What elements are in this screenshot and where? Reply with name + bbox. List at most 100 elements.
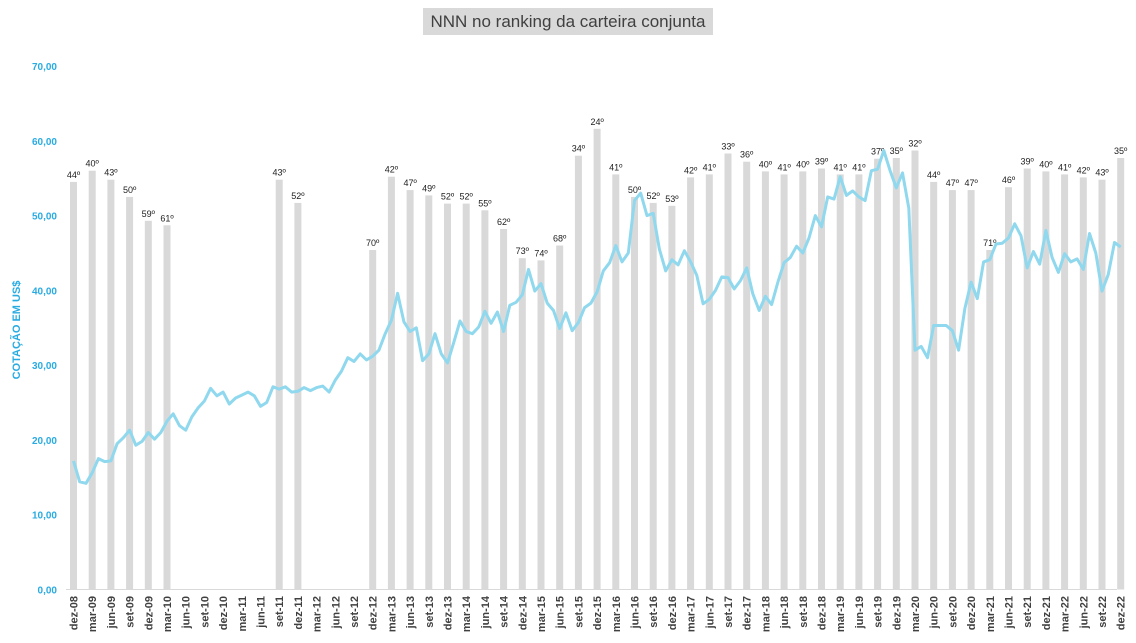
x-tick-label: dez-14 [517, 595, 529, 630]
ranking-bar [275, 179, 283, 590]
ranking-bar [911, 150, 919, 590]
x-tick-label: mar-12 [312, 596, 324, 632]
bar-rank-label: 40º [796, 159, 810, 169]
x-tick-label: jun-16 [630, 596, 642, 629]
x-tick-label: dez-15 [592, 596, 604, 630]
bar-rank-label: 32º [908, 139, 922, 149]
x-tick-label: mar-13 [386, 596, 398, 632]
ranking-bar [761, 171, 769, 590]
ranking-bar [1117, 158, 1125, 590]
ranking-bar [406, 190, 414, 590]
bar-rank-label: 43º [1095, 168, 1109, 178]
ranking-bar [107, 179, 115, 590]
y-tick-label: 40,00 [32, 286, 57, 297]
bar-rank-label: 62º [497, 217, 511, 227]
bar-rank-label: 34º [572, 144, 586, 154]
bar-rank-label: 44º [927, 170, 941, 180]
ranking-bar [818, 168, 825, 590]
ranking-bar [1042, 171, 1050, 590]
bar-rank-label: 41º [609, 162, 623, 172]
x-tick-label: mar-14 [461, 595, 473, 632]
x-tick-label: dez-12 [368, 596, 380, 630]
ranking-bar [780, 174, 788, 590]
x-tick-label: jun-20 [929, 596, 941, 629]
x-ticks-layer: dez-08 mar-09 jun-09 set-09 dez-09 mar-10 jun-… [69, 595, 1128, 632]
x-tick-label: dez-18 [817, 596, 829, 630]
bar-rank-label: 41º [703, 162, 717, 172]
ranking-bar [724, 153, 732, 590]
ranking-bar [1098, 179, 1106, 590]
ranking-bar [967, 190, 975, 590]
bar-rank-label: 73º [516, 246, 530, 256]
x-tick-label: dez-16 [667, 596, 679, 630]
x-tick-label: dez-10 [218, 596, 230, 630]
x-tick-label: mar-09 [87, 596, 99, 632]
ranking-bar [948, 190, 956, 590]
x-tick-label: dez-13 [443, 596, 455, 630]
ranking-bar [612, 174, 620, 590]
bar-rank-label: 70º [366, 238, 380, 248]
bar-rank-label: 61º [160, 213, 174, 223]
bar-rank-label: 52º [460, 192, 474, 202]
ranking-bar [163, 225, 171, 590]
ranking-bar [649, 202, 657, 590]
x-tick-label: set-20 [947, 596, 959, 628]
x-tick-label: mar-20 [910, 596, 922, 632]
bar-rank-label: 33º [721, 142, 735, 152]
bar-rank-label: 41º [1058, 162, 1072, 172]
x-tick-label: mar-18 [760, 596, 772, 632]
ranking-bar [631, 196, 638, 590]
x-tick-label: dez-09 [143, 596, 155, 630]
x-tick-label: jun-13 [405, 596, 417, 629]
chart-title: NNN no ranking da carteira conjunta [430, 12, 706, 31]
x-tick-label: jun-11 [256, 596, 268, 629]
x-tick-label: jun-10 [181, 596, 193, 629]
ranking-bar [444, 203, 451, 590]
x-tick-label: set-13 [424, 596, 436, 628]
ranking-bar [425, 195, 433, 590]
ranking-bar [836, 174, 844, 590]
ranking-bar [1061, 174, 1069, 590]
ranking-bar [518, 258, 526, 590]
bar-rank-label: 39º [1021, 157, 1035, 167]
x-tick-label: mar-21 [985, 596, 997, 632]
ranking-bar [537, 260, 545, 590]
y-tick-label: 70,00 [32, 62, 57, 73]
price-line [72, 149, 1122, 485]
x-tick-label: dez-19 [891, 596, 903, 630]
bar-rank-label: 59º [142, 209, 156, 219]
bar-rank-label: 47º [964, 178, 978, 188]
ranking-bar [874, 158, 882, 590]
bar-rank-label: 41º [777, 162, 791, 172]
bar-rank-label: 52º [291, 191, 305, 201]
ranking-bar [986, 250, 994, 590]
bar-rank-label: 42º [385, 165, 399, 175]
bar-rank-label: 43º [273, 168, 287, 178]
bar-rank-label: 49º [422, 183, 436, 193]
ranking-bar [294, 202, 302, 590]
x-tick-label: dez-20 [966, 596, 978, 630]
x-tick-label: mar-15 [536, 596, 548, 632]
x-tick-label: dez-22 [1116, 596, 1128, 630]
x-tick-label: jun-15 [555, 596, 567, 629]
x-tick-label: dez-08 [69, 596, 81, 630]
ranking-bar [705, 174, 713, 590]
ranking-bar [369, 250, 377, 590]
x-tick-label: set-18 [798, 596, 810, 628]
bar-rank-label: 41º [852, 162, 866, 172]
ranking-bar [930, 181, 938, 590]
bar-rank-label: 42º [1077, 165, 1091, 175]
y-tick-label: 60,00 [32, 137, 57, 148]
x-tick-label: mar-17 [686, 596, 698, 632]
bar-rank-label: 40º [1039, 159, 1053, 169]
ranking-bar [574, 155, 582, 590]
bar-rank-label: 39º [815, 157, 829, 167]
x-tick-label: jun-19 [854, 596, 866, 629]
x-tick-label: set-12 [349, 596, 361, 628]
bar-rank-label: 52º [647, 191, 661, 201]
y-tick-label: 10,00 [32, 511, 57, 522]
ranking-bar [70, 181, 77, 590]
bar-rank-label: 50º [628, 185, 642, 195]
x-tick-label: mar-19 [835, 596, 847, 632]
bar-rank-label: 40º [86, 159, 100, 169]
